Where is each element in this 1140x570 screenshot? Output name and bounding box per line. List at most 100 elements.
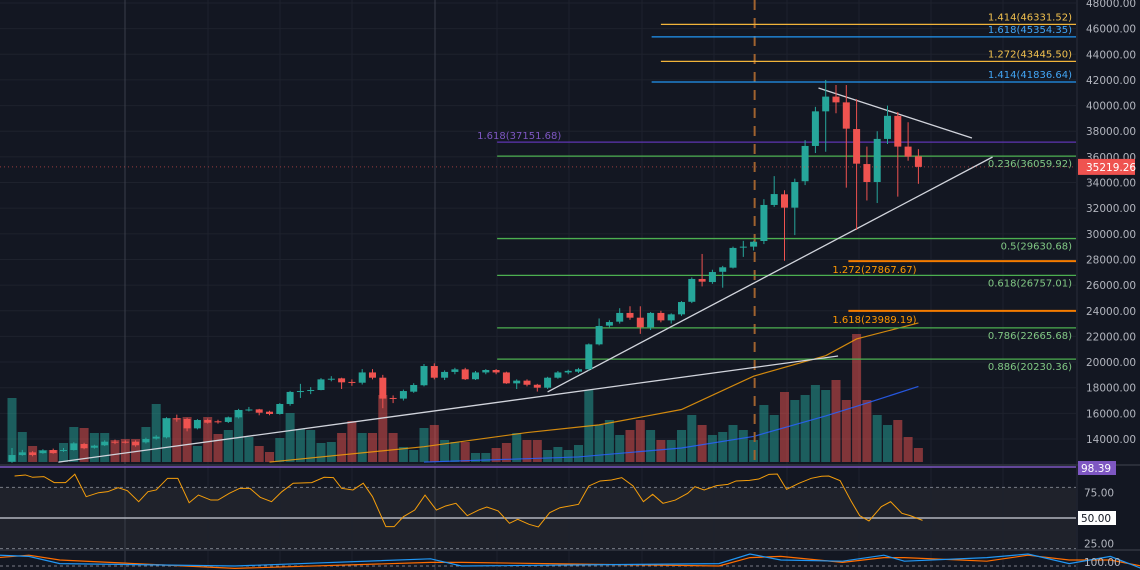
volume-bar bbox=[110, 440, 120, 462]
candle-body bbox=[544, 377, 552, 388]
volume-bar bbox=[780, 392, 789, 462]
volume-bar bbox=[687, 415, 697, 462]
candle-body bbox=[533, 384, 541, 388]
moving-average-line bbox=[423, 385, 919, 463]
candle-body bbox=[317, 379, 325, 391]
candle-body bbox=[163, 418, 170, 438]
candle-body bbox=[389, 397, 397, 399]
candle-body bbox=[441, 371, 449, 378]
volume-bar bbox=[677, 430, 686, 462]
volume-bar bbox=[398, 447, 408, 462]
candle-body bbox=[266, 411, 273, 414]
candle-body bbox=[842, 102, 850, 129]
trendline-descending-resistance[interactable] bbox=[818, 87, 973, 139]
candle-body bbox=[760, 204, 768, 241]
volume-bar bbox=[821, 390, 831, 462]
trendline-lower-support[interactable] bbox=[58, 355, 839, 463]
volume-bar bbox=[543, 450, 553, 462]
candle-body bbox=[636, 317, 644, 328]
volume-bar bbox=[285, 413, 295, 462]
candle-body bbox=[307, 390, 315, 392]
candle-body bbox=[420, 366, 428, 386]
candle-body bbox=[101, 441, 109, 446]
candle-body bbox=[750, 241, 758, 247]
volume-bar bbox=[347, 421, 357, 462]
candle-body bbox=[60, 450, 67, 452]
rsi-top-marker-tag bbox=[1078, 461, 1116, 475]
last-price-label: 35219.26 bbox=[1086, 162, 1136, 174]
price-axis-tick-label: 20000.00 bbox=[1086, 357, 1136, 369]
volume-bar bbox=[295, 429, 305, 462]
candle-body bbox=[708, 272, 716, 283]
candle-body bbox=[873, 138, 881, 183]
candle-body bbox=[894, 115, 902, 147]
candle-body bbox=[204, 420, 212, 423]
price-axis-tick-label: 32000.00 bbox=[1086, 203, 1136, 215]
volume-bar bbox=[563, 450, 573, 462]
candle-body bbox=[461, 369, 469, 380]
candle-body bbox=[358, 372, 366, 383]
volume-bar bbox=[903, 437, 913, 462]
candle-body bbox=[667, 314, 675, 321]
trendline-rising-support[interactable] bbox=[547, 156, 993, 393]
candle-body bbox=[451, 369, 459, 372]
volume-bar bbox=[306, 430, 316, 462]
volume-bar bbox=[419, 428, 429, 462]
candle-body bbox=[173, 418, 181, 420]
volume-bar bbox=[553, 447, 563, 462]
stoch-axis-tick-label: 100.00 bbox=[1084, 557, 1121, 569]
volume-bar bbox=[141, 427, 151, 462]
candle-body bbox=[29, 452, 37, 456]
volume-bar bbox=[17, 432, 27, 462]
volume-bar bbox=[223, 430, 233, 462]
candle-body bbox=[224, 417, 232, 422]
volume-bar bbox=[481, 453, 491, 462]
candle-body bbox=[327, 378, 335, 380]
candle-body bbox=[430, 366, 438, 378]
candle-body bbox=[770, 194, 778, 205]
candle-body bbox=[914, 156, 922, 167]
volume-bar bbox=[841, 400, 851, 462]
volume-bar bbox=[646, 430, 656, 462]
volume-bar bbox=[810, 385, 820, 462]
candle-body bbox=[513, 380, 521, 384]
volume-bar bbox=[265, 452, 274, 462]
candle-body bbox=[18, 452, 26, 456]
price-axis-tick-label: 24000.00 bbox=[1086, 306, 1136, 318]
candle-body bbox=[595, 326, 603, 345]
fib-level-label: 1.414(46331.52) bbox=[988, 12, 1072, 23]
fib-level-label: 0.5(29630.68) bbox=[1001, 242, 1073, 253]
volume-bar bbox=[38, 450, 48, 462]
volume-bar bbox=[213, 434, 223, 462]
fib-level-label: 1.272(27867.67) bbox=[832, 265, 916, 276]
price-axis-tick-label: 40000.00 bbox=[1086, 101, 1136, 113]
volume-bar bbox=[203, 417, 213, 462]
candle-body bbox=[482, 370, 490, 373]
rsi-mid-label: 50.00 bbox=[1081, 513, 1111, 525]
volume-bar bbox=[790, 400, 800, 462]
volume-bar bbox=[604, 420, 614, 462]
price-axis-tick-label: 14000.00 bbox=[1086, 434, 1136, 446]
volume-bar bbox=[440, 440, 450, 462]
candle-body bbox=[832, 96, 840, 103]
volume-bar bbox=[151, 404, 161, 462]
candle-body bbox=[286, 391, 294, 404]
fib-level-label: 1.414(41836.64) bbox=[988, 70, 1072, 81]
candle-body bbox=[575, 369, 582, 372]
rsi-axis-tick-label: 75.00 bbox=[1084, 488, 1114, 500]
price-axis-tick-label: 48000.00 bbox=[1086, 0, 1136, 10]
candle-body bbox=[193, 420, 201, 429]
volume-bar bbox=[800, 395, 810, 462]
volume-bar bbox=[337, 433, 347, 462]
candle-body bbox=[410, 385, 418, 392]
volume-bar bbox=[893, 420, 903, 462]
candle-body bbox=[338, 378, 346, 383]
volume-bar bbox=[471, 453, 480, 462]
volume-bar bbox=[852, 334, 862, 462]
candle-body bbox=[121, 441, 129, 443]
volume-bar bbox=[738, 430, 748, 462]
candle-body bbox=[822, 96, 830, 112]
price-axis-tick-label: 38000.00 bbox=[1086, 126, 1136, 138]
